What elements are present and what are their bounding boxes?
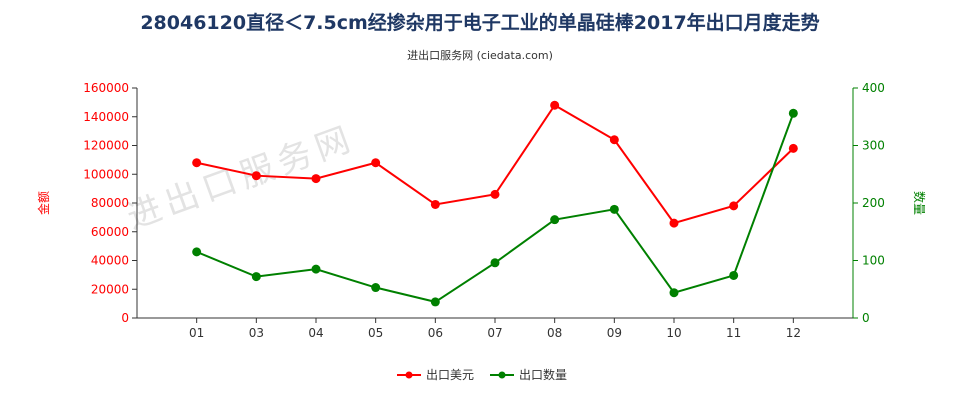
x-tick-label: 12 [786,326,801,340]
series-1-point [192,158,202,168]
series-1-point [251,171,261,181]
series-2-point [371,283,381,293]
y-left-axis-label: 金额 [36,191,51,215]
series-2-point [490,258,500,268]
y-left-tick-label: 160000 [83,81,129,95]
y-right-tick-label: 400 [862,81,885,95]
y-left-tick-label: 20000 [91,282,129,296]
chart-title: 28046120直径＜7.5cm经掺杂用于电子工业的单晶硅棒2017年出口月度走… [140,12,820,34]
series-2-point [251,272,261,282]
series-2-point [550,215,560,225]
series-line-1 [196,103,795,225]
y-right-axis-label: 数量 [912,191,927,215]
y-left-tick-label: 140000 [83,110,129,124]
x-tick-label: 11 [726,326,741,340]
x-tick-label: 01 [189,326,204,340]
series-1-point [430,199,440,209]
y-left-tick-label: 120000 [83,139,129,153]
x-tick-label: 03 [249,326,264,340]
y-left-tick-label: 60000 [91,225,129,239]
y-right-tick-label: 300 [862,139,885,153]
legend-marker-1 [405,371,413,379]
legend-marker-2 [498,371,506,379]
y-left-tick-label: 0 [121,311,129,325]
series-1-point [550,100,560,110]
series-1-point [371,158,381,168]
series-1-point [729,201,739,211]
series-2-point [430,297,440,307]
y-left-tick-label: 80000 [91,196,129,210]
series-2-point [788,108,798,118]
x-tick-label: 07 [487,326,502,340]
series-2-point [729,270,739,280]
x-tick-label: 09 [607,326,622,340]
y-right-tick-label: 100 [862,254,885,268]
x-tick-label: 10 [666,326,681,340]
chart-subtitle: 进出口服务网 (ciedata.com) [407,49,553,62]
x-tick-label: 04 [308,326,323,340]
y-right-tick-label: 0 [862,311,870,325]
series-2-point [609,204,619,214]
series-2-point [311,264,321,274]
series-1-point [311,174,321,184]
series-1-point [609,135,619,145]
series-2-point [192,247,202,257]
series-2-point [669,288,679,298]
series-1-point [669,218,679,228]
series-1-point [490,189,500,199]
x-tick-label: 06 [428,326,443,340]
x-tick-label: 08 [547,326,562,340]
series-line-2 [196,112,795,303]
series-1-point [788,143,798,153]
y-left-tick-label: 40000 [91,254,129,268]
x-tick-label: 05 [368,326,383,340]
legend-label-1: 出口美元 [426,368,474,382]
y-left-tick-label: 100000 [83,167,129,181]
legend-label-2: 出口数量 [519,367,567,382]
y-right-tick-label: 200 [862,196,885,210]
